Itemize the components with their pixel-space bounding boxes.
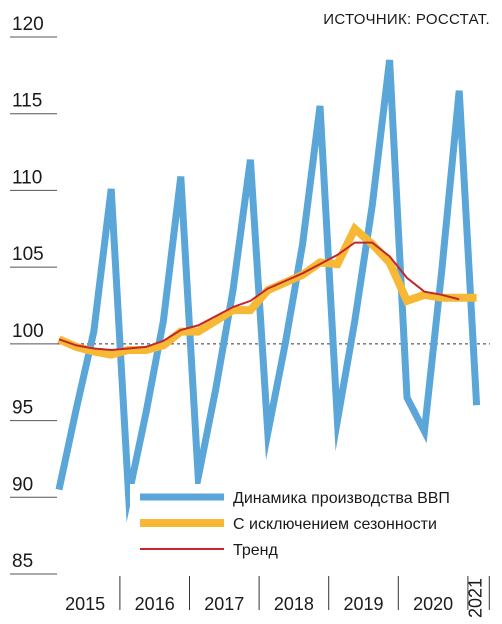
legend-label: Тренд [233,542,279,559]
y-tick-label: 105 [12,244,44,265]
y-tick-label: 115 [12,91,42,112]
series-line [58,241,460,352]
y-tick-label: 120 [12,14,44,35]
legend-label: С исключением сезонности [233,516,437,533]
legend-label: Динамика производства ВВП [233,490,450,507]
source: ИСТОЧНИК: РОССТАТ. [323,11,490,28]
x-tick-label: 2019 [343,594,383,614]
series-line [57,222,477,359]
y-tick-label: 110 [12,167,42,188]
series-line [55,59,481,523]
x-tick-label: 2015 [65,594,105,614]
x-tick-label: 2017 [204,594,244,614]
x-tick-label: 2021 [465,578,485,618]
x-tick-label: 2020 [413,594,453,614]
y-tick-label: 95 [12,398,33,419]
x-tick-label: 2016 [135,594,175,614]
y-tick-label: 85 [12,551,33,572]
y-tick-label: 100 [12,321,44,342]
x-tick-label: 2018 [274,594,314,614]
y-tick-label: 90 [12,474,33,495]
